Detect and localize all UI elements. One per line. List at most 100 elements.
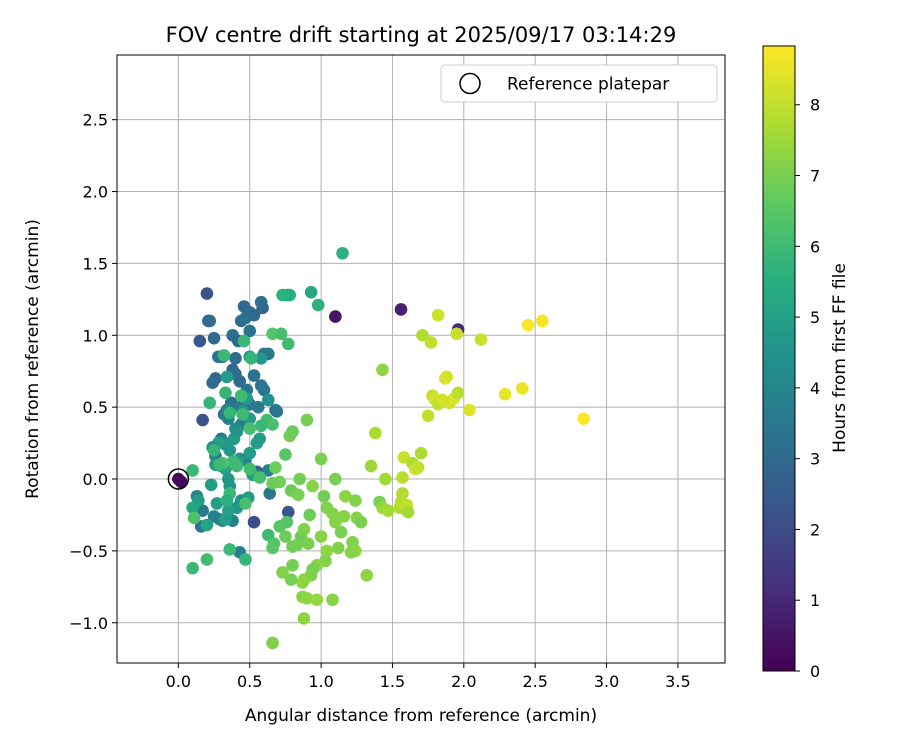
colorbar: 0 1 2 3 4 5 6 7 8 Hours from first FF file	[762, 45, 850, 681]
y-tick-label: 1.5	[83, 254, 108, 273]
x-tick-label: 3.0	[594, 672, 619, 691]
scatter-point	[247, 369, 261, 382]
scatter-point	[207, 331, 221, 345]
scatter-point	[200, 518, 214, 532]
colorbar-tick-label: 6	[810, 237, 820, 256]
plot-frame	[116, 54, 726, 664]
scatter-point	[256, 301, 269, 315]
scatter-point	[304, 285, 318, 299]
colorbar-tick-label: 1	[810, 591, 820, 610]
scatter-point	[206, 376, 219, 390]
scatter-point	[314, 452, 328, 466]
scatter-point	[187, 511, 201, 525]
scatter-point	[243, 324, 257, 338]
colorbar-tick-label: 4	[810, 379, 820, 398]
scatter-point	[203, 396, 217, 410]
scatter-point	[451, 386, 465, 400]
scatter-point	[293, 472, 306, 486]
scatter-point	[253, 471, 267, 484]
scatter-point	[229, 351, 242, 365]
scatter-point	[431, 308, 445, 322]
y-tick-label: −1.0	[69, 614, 108, 633]
scatter-point	[239, 497, 252, 510]
scatter-point	[286, 558, 299, 572]
scatter-point	[474, 333, 488, 346]
y-tick-label: 0.5	[83, 398, 108, 417]
scatter-point	[440, 370, 453, 384]
y-tick-label: 0.0	[83, 470, 108, 489]
data-points	[167, 247, 591, 650]
scatter-point	[310, 593, 324, 607]
legend-reference-marker	[459, 72, 481, 95]
scatter-point	[396, 487, 409, 500]
x-tick-label: 0.0	[166, 672, 191, 691]
scatter-point	[276, 566, 289, 579]
scatter-point	[463, 403, 476, 417]
scatter-point	[394, 303, 408, 316]
scatter-point	[296, 576, 309, 589]
scatter-point	[281, 505, 295, 519]
scatter-point	[286, 425, 299, 438]
x-tick-label: 1.5	[380, 672, 405, 691]
scatter-point	[339, 489, 352, 503]
x-axis-label: Angular distance from reference (arcmin)	[245, 706, 597, 726]
x-tick-label: 1.0	[308, 672, 333, 691]
scatter-point	[334, 525, 348, 539]
legend-entry-label: Reference platepar	[507, 75, 669, 95]
scatter-point	[263, 487, 277, 500]
scatter-point	[237, 334, 251, 348]
y-tick-label: 2.5	[83, 111, 108, 130]
scatter-point	[200, 287, 214, 300]
scatter-point	[281, 337, 295, 351]
scatter-point	[311, 298, 325, 312]
colorbar-tick-label: 8	[810, 96, 820, 115]
scatter-point	[220, 494, 234, 507]
scatter-point	[174, 475, 188, 489]
scatter-point	[223, 443, 237, 457]
scatter-point	[297, 523, 311, 536]
colorbar-ticks: 0 1 2 3 4 5 6 7 8	[795, 96, 820, 681]
scatter-point	[196, 413, 209, 427]
scatter-point	[306, 479, 319, 493]
scatter-point	[244, 351, 258, 365]
colorbar-tick-label: 3	[810, 450, 820, 469]
scatter-point	[411, 461, 425, 474]
x-tick-label: 2.0	[451, 672, 476, 691]
colorbar-tick-label: 7	[810, 167, 820, 186]
scatter-point	[329, 310, 342, 323]
scatter-point	[416, 328, 429, 342]
scatter-point	[498, 387, 512, 401]
scatter-point	[284, 573, 298, 586]
scatter-point	[233, 374, 247, 388]
x-tick-label: 3.5	[665, 672, 690, 691]
scatter-point	[301, 537, 315, 550]
scatter-point	[300, 592, 314, 605]
scatter-point	[360, 569, 374, 582]
scatter-point	[317, 489, 331, 503]
x-tick-label: 0.5	[237, 672, 262, 691]
x-axis-ticks: 0.0 0.5 1.0 1.5 2.0 2.5 3.0 3.5	[166, 663, 691, 691]
scatter-point	[369, 426, 382, 440]
scatter-point	[381, 504, 395, 517]
scatter-point	[349, 494, 362, 507]
scatter-point	[186, 464, 199, 477]
scatter-point	[186, 501, 199, 515]
grid-lines	[117, 55, 725, 663]
scatter-point	[269, 461, 282, 474]
scatter-point	[286, 540, 299, 553]
scatter-point	[320, 544, 334, 558]
scatter-point	[222, 504, 235, 517]
y-tick-label: 2.0	[83, 183, 108, 202]
scatter-point	[354, 515, 368, 529]
scatter-point	[266, 418, 279, 431]
scatter-point	[243, 422, 257, 436]
scatter-point	[331, 541, 345, 555]
scatter-point	[261, 393, 275, 407]
y-axis-ticks: −1.0 −0.5 0.0 0.5 1.0 1.5 2.0 2.5	[69, 111, 117, 633]
scatter-point	[401, 505, 415, 519]
scatter-point	[337, 510, 351, 523]
scatter-point	[230, 459, 244, 473]
scatter-point	[243, 462, 257, 476]
reference-platepar-marker	[167, 468, 190, 490]
